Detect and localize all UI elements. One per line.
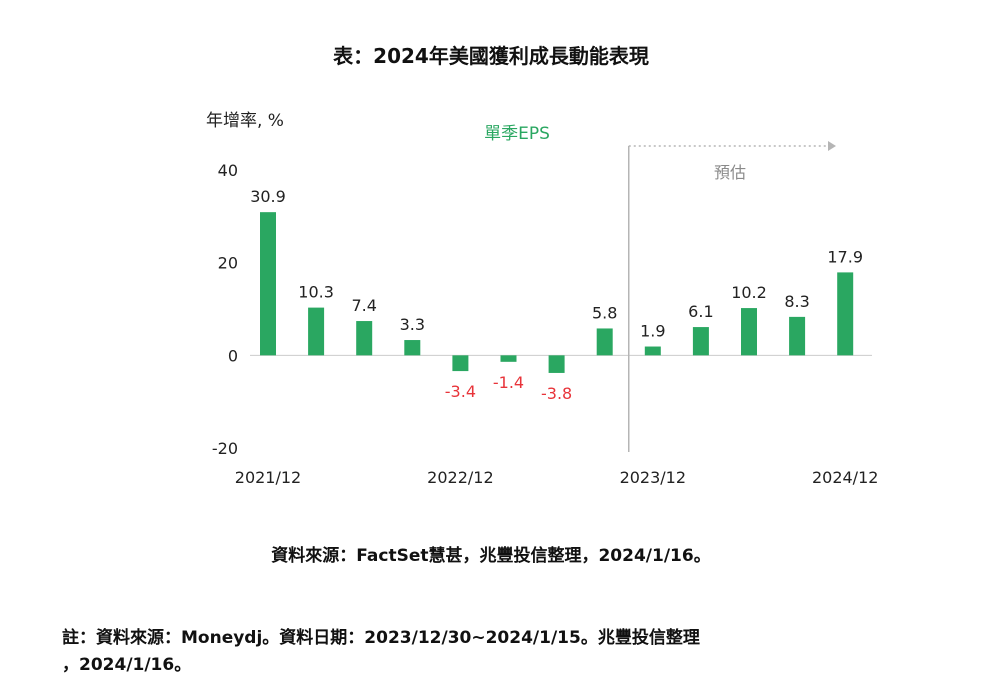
bar: [308, 307, 325, 356]
legend-entry: 單季EPS: [484, 124, 550, 144]
chart-title: 表：2024年美國獲利成長動能表現: [333, 44, 649, 68]
footnote-line-2: ，2024/1/16。: [62, 655, 192, 675]
bar: [500, 355, 517, 362]
bar: [741, 308, 757, 356]
data-label: 10.2: [731, 283, 767, 302]
data-label: 5.8: [592, 303, 617, 322]
x-tick-label: 2024/12: [812, 468, 878, 487]
bar: [548, 355, 565, 373]
y-axis-label: 年增率, %: [206, 111, 284, 131]
bar: [692, 327, 709, 356]
data-label: 7.4: [351, 296, 376, 315]
eps-growth-chart: 年增率, %單季EPS40200-20預估30.910.37.43.3-3.4-…: [206, 111, 878, 487]
footnote: 註：資料來源：Moneydj。資料日期：2023/12/30~2024/1/15…: [62, 625, 942, 679]
data-label: 17.9: [827, 247, 863, 266]
source-note: 資料來源：FactSet慧甚，兆豐投信整理，2024/1/16。: [271, 546, 711, 566]
forecast-label: 預估: [714, 163, 746, 182]
x-tick-label: 2021/12: [235, 468, 301, 487]
data-label: 8.3: [784, 292, 809, 311]
x-tick-label: 2022/12: [427, 468, 493, 487]
bar: [356, 321, 373, 356]
bar: [260, 212, 276, 356]
x-tick-label: 2023/12: [620, 468, 686, 487]
data-label: 10.3: [298, 283, 334, 302]
bar: [596, 328, 613, 356]
bar: [404, 340, 421, 356]
y-tick-label: 40: [218, 161, 238, 180]
bar: [789, 316, 806, 356]
y-tick-label: 0: [228, 346, 238, 365]
data-label: -3.8: [541, 384, 572, 403]
y-tick-label: -20: [212, 439, 238, 458]
bar: [644, 346, 661, 356]
y-tick-label: 20: [218, 254, 238, 273]
data-label: 1.9: [640, 322, 665, 341]
footnote-line-1: 註：資料來源：Moneydj。資料日期：2023/12/30~2024/1/15…: [62, 628, 700, 648]
bar: [452, 355, 469, 372]
data-label: -3.4: [445, 382, 476, 401]
forecast-arrow-head: [828, 141, 836, 151]
data-label: 3.3: [400, 315, 425, 334]
data-label: 6.1: [688, 302, 713, 321]
bar: [837, 272, 854, 356]
data-label: 30.9: [250, 187, 286, 206]
data-label: -1.4: [493, 373, 524, 392]
